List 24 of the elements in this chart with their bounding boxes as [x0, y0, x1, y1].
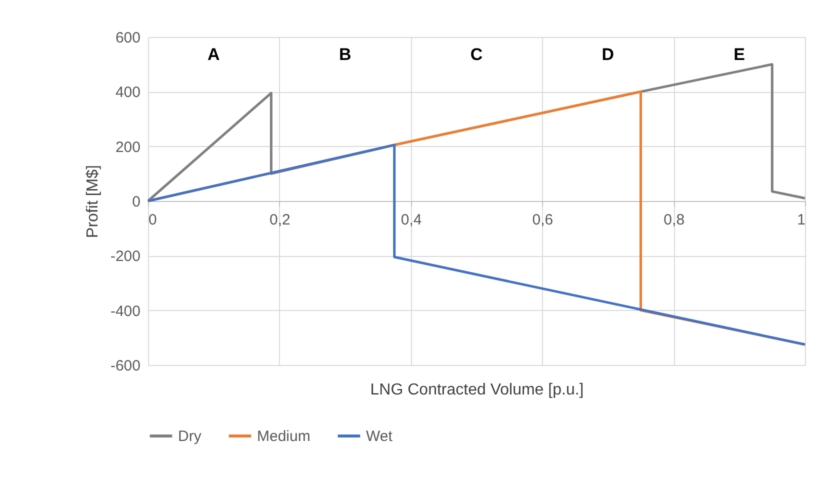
y-tick-label: 0 — [132, 194, 140, 210]
line-series — [146, 144, 806, 346]
y-tick-label: 200 — [115, 138, 140, 156]
annotation: A — [208, 45, 220, 64]
legend-label: Wet — [366, 428, 394, 445]
legend-label: Dry — [178, 428, 202, 445]
y-tick-label: -200 — [110, 248, 140, 266]
x-tick-label: 0,4 — [400, 212, 422, 228]
x-tick-label: 0 — [148, 212, 157, 228]
y-axis-title: Profit [M$] — [84, 165, 102, 238]
x-tick-label: 0,2 — [269, 212, 290, 228]
x-tick-label: 0,8 — [664, 212, 685, 228]
legend-label: Medium — [257, 428, 310, 445]
x-tick-label: 0,6 — [532, 212, 554, 228]
annotation: C — [470, 45, 483, 64]
y-tick-label: 600 — [115, 30, 140, 46]
annotation: E — [734, 45, 745, 64]
y-tick-label: 400 — [115, 84, 140, 102]
annotation: D — [602, 45, 614, 64]
y-tick-label: -600 — [110, 358, 140, 374]
y-tick-label: -400 — [110, 302, 140, 320]
x-tick-label: 1 — [797, 212, 806, 228]
annotation: B — [338, 45, 352, 64]
x-axis-title: LNG Contracted Volume [p.u.] — [370, 382, 584, 398]
